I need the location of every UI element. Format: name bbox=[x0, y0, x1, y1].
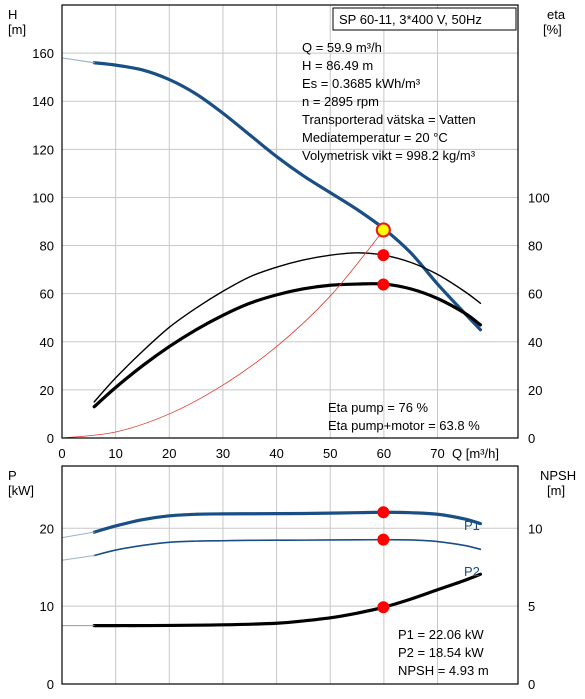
y-right-tick-label: 5 bbox=[528, 599, 535, 614]
top-y-right-title: eta bbox=[547, 7, 566, 22]
series-label-p1: P1 bbox=[464, 518, 480, 533]
x-tick-label: 70 bbox=[430, 446, 444, 461]
info-line: Transporterad vätska = Vatten bbox=[302, 112, 476, 127]
info-line: Q = 59.9 m³/h bbox=[302, 40, 382, 55]
head-efficiency-chart: 0 10 20 30 40 50 60 70 0 20 40 60 80 100 120 140 160 0 2… bbox=[8, 4, 566, 461]
info-line: Volymetrisk vikt = 998.2 kg/m³ bbox=[302, 148, 476, 163]
bottom-y-left-title: P bbox=[8, 468, 17, 483]
eta-line: Eta pump+motor = 63.8 % bbox=[328, 418, 480, 433]
y-left-tick-label: 40 bbox=[40, 335, 54, 350]
y-left-tick-label: 0 bbox=[47, 677, 54, 692]
p1-curve-extension bbox=[61, 531, 95, 539]
y-right-tick-label: 60 bbox=[528, 287, 542, 302]
top-y-right-tick-labels: 0 20 40 60 80 100 bbox=[528, 190, 550, 446]
top-markers bbox=[375, 222, 391, 291]
eta-pump-motor-curve bbox=[92, 282, 483, 409]
y-right-tick-label: 10 bbox=[528, 521, 542, 536]
eta-line: Eta pump = 76 % bbox=[328, 400, 429, 415]
power-line: P2 = 18.54 kW bbox=[398, 645, 484, 660]
bottom-grid bbox=[62, 466, 518, 684]
duty-point-marker bbox=[377, 278, 390, 291]
bottom-y-left-tick-labels: 0 10 20 bbox=[40, 521, 54, 692]
y-left-tick-label: 60 bbox=[40, 287, 54, 302]
efficiency-info: Eta pump = 76 % Eta pump+motor = 63.8 % bbox=[328, 400, 480, 433]
info-line: n = 2895 rpm bbox=[302, 94, 379, 109]
x-tick-label: 60 bbox=[377, 446, 391, 461]
power-info: P1 = 22.06 kW P2 = 18.54 kW NPSH = 4.93 … bbox=[398, 627, 489, 678]
y-right-tick-label: 40 bbox=[528, 335, 542, 350]
bottom-y-right-tick-labels: 0 5 10 bbox=[528, 521, 542, 692]
y-right-tick-label: 100 bbox=[528, 190, 550, 205]
y-right-tick-label: 0 bbox=[528, 677, 535, 692]
duty-point-info: Q = 59.9 m³/h H = 86.49 m Es = 0.3685 kW… bbox=[302, 40, 476, 163]
duty-point-marker bbox=[377, 249, 390, 262]
y-left-tick-label: 0 bbox=[47, 431, 54, 446]
duty-point-marker bbox=[377, 533, 390, 546]
x-tick-label: 50 bbox=[323, 446, 337, 461]
y-left-tick-label: 20 bbox=[40, 521, 54, 536]
series-label-p2: P2 bbox=[464, 564, 480, 579]
y-left-tick-label: 20 bbox=[40, 383, 54, 398]
bottom-series bbox=[61, 510, 483, 628]
x-tick-label: 0 bbox=[58, 446, 65, 461]
bottom-plot-frame bbox=[61, 465, 519, 685]
y-right-tick-label: 80 bbox=[528, 239, 542, 254]
info-line: H = 86.49 m bbox=[302, 58, 373, 73]
power-line: NPSH = 4.93 m bbox=[398, 663, 489, 678]
top-x-tick-labels: 0 10 20 30 40 50 60 70 bbox=[58, 446, 444, 461]
system-curve bbox=[61, 229, 385, 439]
info-line: Mediatemperatur = 20 °C bbox=[302, 130, 448, 145]
y-left-tick-label: 10 bbox=[40, 599, 54, 614]
info-line: Es = 0.3685 kWh/m³ bbox=[302, 76, 421, 91]
bottom-y-left-unit: [kW] bbox=[8, 483, 34, 498]
x-tick-label: 10 bbox=[108, 446, 122, 461]
x-tick-label: 30 bbox=[216, 446, 230, 461]
head-curve-extension bbox=[61, 57, 95, 64]
p2-curve bbox=[93, 538, 482, 557]
power-line: P1 = 22.06 kW bbox=[398, 627, 484, 642]
bottom-markers bbox=[377, 506, 390, 614]
top-y-left-unit: [m] bbox=[8, 22, 26, 37]
top-grid bbox=[62, 5, 518, 438]
y-left-tick-label: 100 bbox=[32, 190, 54, 205]
power-npsh-chart: 0 10 20 0 5 10 P [kW] NPSH [m] P1 P2 P1 = 22… bbox=[8, 465, 576, 692]
duty-point-marker bbox=[377, 506, 390, 519]
eta-pump-curve bbox=[93, 252, 482, 403]
chart-title-box bbox=[332, 7, 517, 31]
y-left-tick-label: 140 bbox=[32, 94, 54, 109]
duty-point-marker bbox=[377, 601, 390, 614]
y-right-tick-label: 0 bbox=[528, 431, 535, 446]
x-tick-label: 20 bbox=[162, 446, 176, 461]
top-y-left-tick-labels: 0 20 40 60 80 100 120 140 160 bbox=[32, 46, 54, 446]
bottom-y-right-title: NPSH bbox=[540, 468, 576, 483]
y-left-tick-label: 160 bbox=[32, 46, 54, 61]
p1-curve bbox=[92, 510, 483, 534]
top-y-left-title: H bbox=[8, 7, 17, 22]
y-left-tick-label: 120 bbox=[32, 142, 54, 157]
duty-point-marker bbox=[375, 222, 391, 238]
top-plot-frame bbox=[61, 4, 519, 439]
top-y-right-unit: [%] bbox=[543, 22, 562, 37]
bottom-y-right-unit: [m] bbox=[547, 483, 565, 498]
y-right-tick-label: 20 bbox=[528, 383, 542, 398]
top-x-title: Q [m³/h] bbox=[452, 446, 499, 461]
head-curve bbox=[92, 61, 483, 332]
chart-title: SP 60-11, 3*400 V, 50Hz bbox=[339, 12, 482, 27]
p2-curve-extension bbox=[61, 555, 95, 561]
npsh-curve bbox=[92, 572, 483, 628]
y-left-tick-label: 80 bbox=[40, 239, 54, 254]
x-tick-label: 40 bbox=[269, 446, 283, 461]
top-series bbox=[61, 57, 483, 439]
